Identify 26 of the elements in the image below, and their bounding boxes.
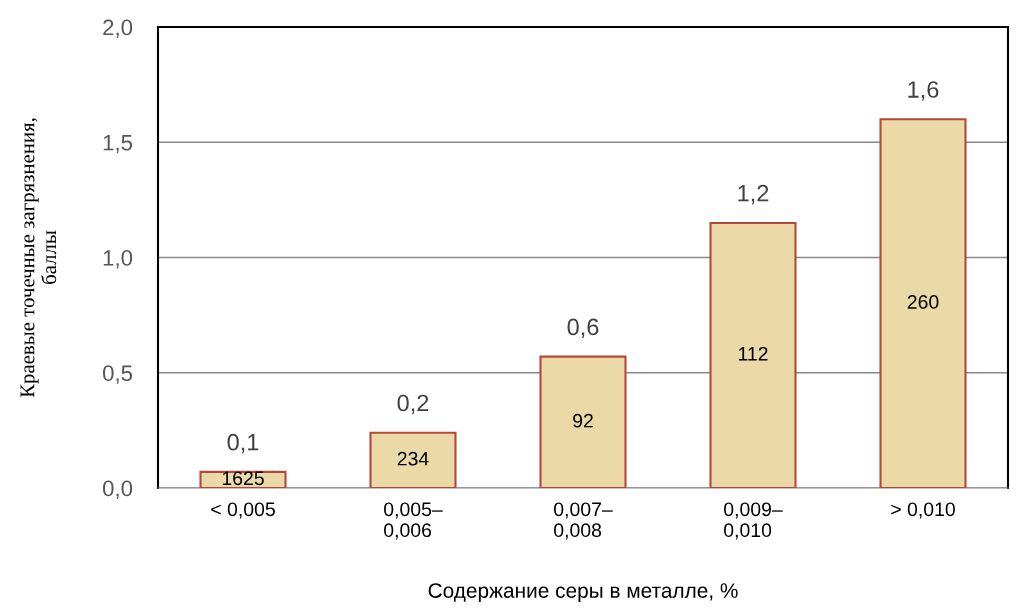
y-axis-title: Краевые точечные загрязнения, баллы [20, 118, 57, 398]
annotation: 92 [573, 413, 593, 428]
annotation: 112 [738, 346, 768, 361]
y-tick-label: 1,0 [103, 250, 133, 269]
data-label: 1,6 [908, 81, 939, 101]
annotation: 260 [907, 295, 939, 309]
x-axis-title: Содержание серы в металле, % [428, 583, 738, 603]
annotation: 1625 [222, 471, 264, 486]
y-tick-label: 2,0 [103, 19, 133, 38]
data-label: 0,6 [567, 318, 599, 339]
bar [709, 221, 797, 488]
x-tick-label: 0,005– 0,006 [384, 502, 443, 540]
x-tick-label: < 0,005 [211, 502, 275, 519]
bar [879, 118, 967, 488]
data-label: 0,2 [397, 394, 429, 415]
y-tick-label: 1,5 [103, 135, 133, 154]
bar [539, 355, 627, 488]
annotation: 234 [397, 451, 429, 466]
bar [369, 431, 457, 488]
y-tick-label: 0,5 [102, 365, 133, 384]
data-label: 1,2 [738, 184, 769, 205]
x-tick-label: 0,009– 0,010 [724, 502, 783, 540]
y-tick-label: 0,0 [102, 480, 133, 499]
x-tick-label: > 0,010 [891, 502, 955, 519]
x-tick-label: 0,007– 0,008 [554, 502, 613, 540]
data-label: 0,1 [227, 433, 259, 454]
